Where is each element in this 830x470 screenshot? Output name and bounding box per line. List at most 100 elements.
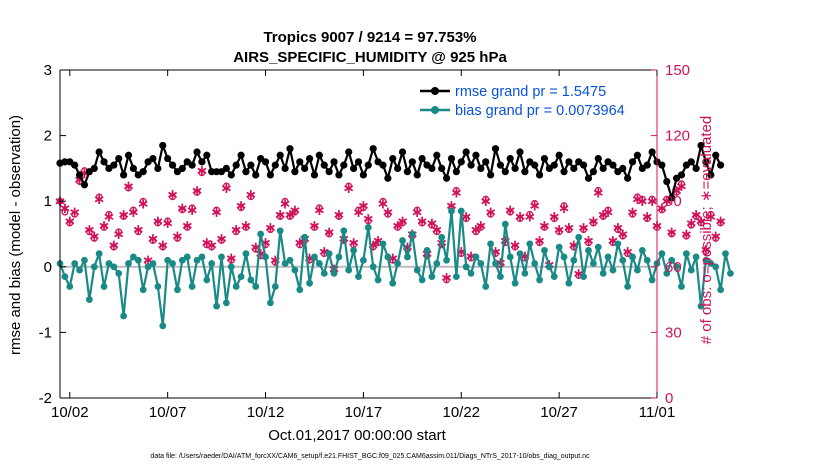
obs-evaluated-marker: ∗ [186, 202, 199, 219]
obs-evaluated-marker: ∗ [274, 206, 287, 223]
obs-possible-marker [276, 213, 284, 220]
rmse-point [438, 164, 446, 172]
rmse-point [252, 171, 260, 179]
obs-possible-marker [247, 193, 255, 201]
bias-point [438, 233, 446, 241]
rmse-point [296, 158, 304, 166]
rmse-point [354, 158, 363, 166]
obs-possible-marker [389, 256, 397, 264]
obs-evaluated-marker: ∗ [504, 202, 517, 219]
obs-possible-marker [624, 250, 632, 258]
obs-evaluated-marker: ∗ [636, 193, 649, 210]
bias-point [457, 207, 465, 215]
obs-evaluated-marker: ∗ [396, 213, 409, 230]
rmse-point [124, 151, 133, 159]
bias-point [589, 260, 597, 267]
bias-point [271, 283, 279, 290]
rmse-point [193, 148, 201, 156]
obs-possible-marker [413, 206, 421, 214]
obs-possible-marker [178, 206, 186, 214]
obs-possible-marker [443, 276, 451, 284]
rmse-point [531, 161, 539, 169]
bias-point [227, 263, 235, 271]
bias-point [325, 250, 333, 258]
obs-evaluated-marker: ∗ [352, 204, 365, 221]
obs-evaluated-marker: ∗ [196, 163, 209, 180]
obs-possible-marker [242, 223, 250, 231]
y-right-tick-label: 120 [665, 128, 690, 145]
obs-evaluated-marker: ∗ [714, 213, 727, 230]
obs-evaluated-marker: ∗ [416, 213, 429, 230]
rmse-point [320, 161, 328, 169]
obs-evaluated-marker: ∗ [161, 215, 174, 232]
obs-evaluated-marker: ∗ [83, 222, 96, 239]
bias-point [85, 296, 93, 303]
bias-point [614, 240, 622, 248]
bias-point [541, 247, 548, 254]
bias-point [301, 233, 309, 241]
bias-point [467, 269, 475, 277]
bias-point [658, 250, 666, 258]
rmse-point [159, 141, 167, 150]
obs-possible-marker [399, 219, 406, 227]
rmse-point [413, 171, 421, 179]
rmse-point [75, 171, 84, 179]
obs-possible-marker [629, 210, 636, 218]
bias-point [418, 276, 426, 284]
obs-evaluated-marker: ∗ [411, 204, 424, 221]
bias-point [678, 283, 685, 290]
bias-point [242, 250, 250, 258]
obs-possible-marker [85, 228, 93, 236]
obs-evaluated-marker: ∗ [587, 213, 600, 230]
obs-possible-marker [188, 204, 196, 212]
rmse-point [247, 161, 255, 169]
bias-point [472, 253, 480, 261]
obs-possible-marker [139, 197, 147, 205]
bias-point [604, 253, 612, 261]
bias-point [487, 240, 495, 248]
rmse-point [203, 151, 211, 159]
bias-point [291, 266, 299, 274]
obs-possible-marker [61, 208, 69, 216]
y-left-tick-label: 3 [44, 62, 52, 79]
obs-evaluated-marker: ∗ [88, 228, 101, 245]
bias-point [164, 256, 172, 264]
obs-evaluated-marker: ∗ [685, 215, 698, 232]
bias-point [643, 256, 651, 264]
y-left-tick-label: -1 [39, 324, 52, 341]
obs-possible-marker [648, 195, 656, 203]
rmse-point [482, 158, 490, 166]
bias-point [648, 276, 656, 284]
bias-point [482, 283, 490, 290]
x-tick-label: 11/01 [639, 404, 675, 421]
obs-evaluated-marker: ∗ [563, 219, 576, 236]
obs-evaluated-marker: ∗ [117, 206, 130, 223]
rmse-point [535, 171, 544, 179]
obs-possible-marker [315, 204, 323, 212]
bias-point [452, 273, 460, 281]
bias-point [516, 250, 524, 258]
rmse-point [663, 177, 671, 186]
bias-point [76, 266, 83, 274]
rmse-point [609, 161, 617, 169]
rmse-point [584, 174, 593, 182]
rmse-point [139, 168, 147, 176]
rmse-point [149, 154, 157, 163]
obs-evaluated-marker: ∗ [357, 198, 370, 215]
obs-evaluated-marker: ∗ [264, 219, 277, 236]
bias-point [619, 256, 627, 264]
chart-subtitle: AIRS_SPECIFIC_HUMIDITY @ 925 hPa [233, 49, 507, 66]
bias-point [169, 260, 176, 267]
rmse-point [164, 154, 172, 163]
rmse-point [115, 154, 123, 163]
bias-point [638, 247, 646, 254]
rmse-point [501, 168, 509, 176]
rmse-point [692, 164, 700, 172]
y-right-tick-label: 60 [665, 259, 682, 276]
obs-possible-marker [619, 232, 627, 240]
y-left-tick-label: -2 [39, 390, 52, 407]
obs-possible-marker [580, 226, 588, 234]
obs-evaluated-marker: ∗ [323, 224, 336, 241]
obs-evaluated-marker: ∗ [612, 219, 625, 236]
obs-possible-marker [359, 204, 367, 212]
